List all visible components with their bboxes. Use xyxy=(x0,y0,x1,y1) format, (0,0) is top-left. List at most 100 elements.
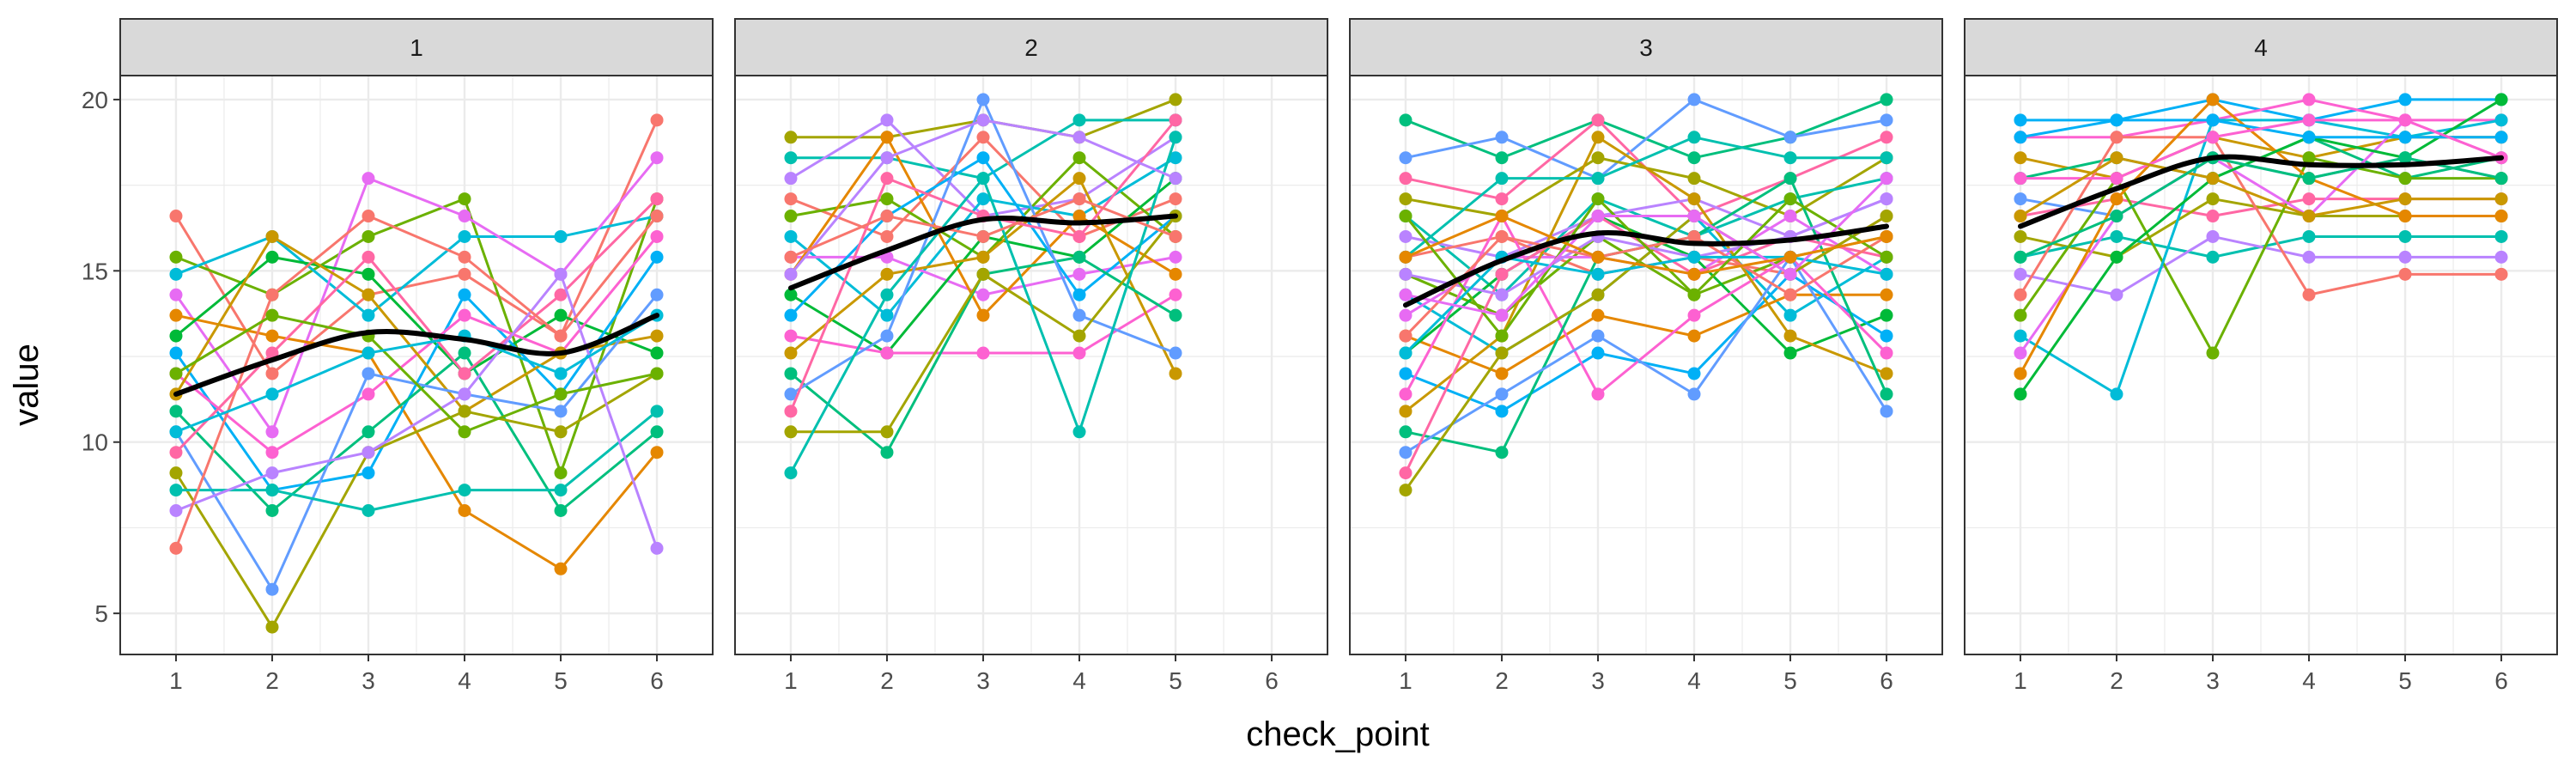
data-point xyxy=(976,308,990,322)
data-point xyxy=(265,446,279,460)
data-point xyxy=(1687,329,1701,343)
data-point xyxy=(976,267,990,281)
data-point xyxy=(2014,367,2027,380)
data-point xyxy=(1880,346,1893,360)
data-point xyxy=(1399,210,1413,223)
data-point xyxy=(458,192,471,206)
data-point xyxy=(1495,346,1509,360)
data-point xyxy=(1880,367,1893,380)
series-line xyxy=(175,198,659,475)
data-point xyxy=(458,346,471,360)
x-tick-label: 6 xyxy=(650,667,664,694)
data-point xyxy=(2110,229,2123,243)
facet-panels: 1 1 2 3 4 5 6 5 10 15 20 2 1 2 3 4 5 6 3 1 2 3 4 5 6 4 1 2 3 4 5 6 xyxy=(82,18,2558,694)
data-point xyxy=(169,288,183,301)
data-point xyxy=(1169,267,1182,281)
data-point xyxy=(2014,288,2027,301)
data-point xyxy=(169,210,183,223)
smooth-trend-line xyxy=(2017,154,2505,229)
x-tick-label: 6 xyxy=(2494,667,2508,694)
data-point xyxy=(1591,113,1605,127)
data-point xyxy=(2494,250,2508,264)
x-tick-label: 4 xyxy=(1687,667,1701,694)
data-point xyxy=(1169,131,1182,144)
x-tick-label: 5 xyxy=(554,667,568,694)
data-point xyxy=(976,250,990,264)
data-point xyxy=(784,367,798,380)
facet-panel-4: 4 1 2 3 4 5 6 xyxy=(1964,18,2558,694)
data-point xyxy=(2302,229,2316,243)
x-axis: 1 2 3 4 5 6 xyxy=(1399,654,1893,694)
series-line xyxy=(2020,156,2502,259)
series-line xyxy=(1405,177,1887,296)
data-point xyxy=(2014,250,2027,264)
data-point xyxy=(458,210,471,223)
data-point xyxy=(1495,329,1509,343)
data-point xyxy=(265,288,279,301)
x-tick-label: 1 xyxy=(169,667,183,694)
data-point xyxy=(880,446,894,460)
data-point xyxy=(554,329,568,343)
data-point xyxy=(1591,131,1605,144)
data-point xyxy=(1072,192,1086,206)
data-point xyxy=(976,131,990,144)
facet-panel-1: 1 1 2 3 4 5 6 5 10 15 20 xyxy=(82,18,714,694)
data-point xyxy=(2302,131,2316,144)
data-point xyxy=(2206,131,2220,144)
data-point xyxy=(880,346,894,360)
data-point xyxy=(784,151,798,165)
data-point xyxy=(361,210,375,223)
data-point xyxy=(2302,113,2316,127)
data-point xyxy=(169,503,183,517)
y-tick-label: 20 xyxy=(82,87,108,113)
data-point xyxy=(1783,288,1797,301)
data-point xyxy=(1687,267,1701,281)
data-point xyxy=(784,425,798,439)
data-point xyxy=(361,229,375,243)
data-point xyxy=(2014,131,2027,144)
data-point xyxy=(361,387,375,401)
data-point xyxy=(2110,151,2123,165)
data-point xyxy=(2014,346,2027,360)
data-point xyxy=(169,308,183,322)
data-point xyxy=(1783,308,1797,322)
data-point xyxy=(650,446,664,460)
series-line xyxy=(174,198,659,453)
data-point xyxy=(650,250,664,264)
data-point xyxy=(1495,308,1509,322)
panel-border xyxy=(1349,75,1943,655)
data-point xyxy=(976,288,990,301)
data-point xyxy=(1880,131,1893,144)
data-point xyxy=(1495,229,1509,243)
data-point xyxy=(1495,210,1509,223)
data-point xyxy=(1169,288,1182,301)
data-point xyxy=(650,367,664,380)
data-point xyxy=(458,308,471,322)
data-point xyxy=(1399,425,1413,439)
data-point xyxy=(650,151,664,165)
data-point xyxy=(1169,192,1182,206)
facet-strip-label: 4 xyxy=(2254,34,2268,61)
data-point xyxy=(1072,131,1086,144)
data-point xyxy=(169,484,183,497)
data-point xyxy=(169,267,183,281)
data-point xyxy=(1072,267,1086,281)
panel-border xyxy=(734,75,1328,655)
data-point xyxy=(784,405,798,418)
data-point xyxy=(554,288,568,301)
data-point xyxy=(361,172,375,186)
data-point xyxy=(1687,131,1701,144)
data-point xyxy=(2014,229,2027,243)
data-point xyxy=(1880,113,1893,127)
data-point xyxy=(1687,229,1701,243)
data-point xyxy=(1495,446,1509,460)
data-point xyxy=(784,210,798,223)
data-point xyxy=(1687,192,1701,206)
data-point xyxy=(2494,267,2508,281)
data-point xyxy=(458,367,471,380)
data-point xyxy=(1169,308,1182,322)
series-line xyxy=(174,215,659,549)
data-point xyxy=(1072,113,1086,127)
data-point xyxy=(1399,484,1413,497)
data-point xyxy=(2014,210,2027,223)
